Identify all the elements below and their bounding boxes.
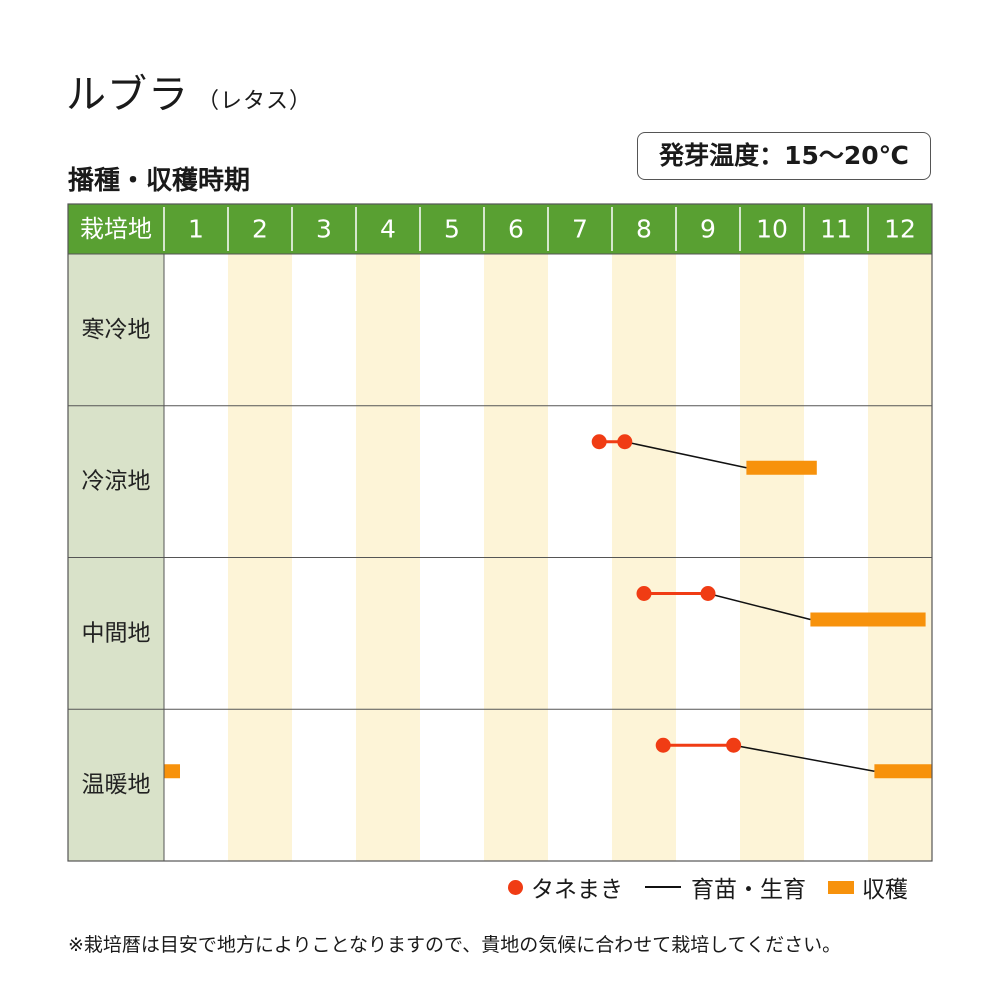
header-bar [68,204,932,254]
month-label-4: 4 [380,215,396,244]
footnote: ※栽培暦は目安で地方によりことなりますので、貴地の気候に合わせて栽培してください… [68,934,842,956]
month-label-6: 6 [508,215,524,244]
table-border [67,203,933,862]
harvest-bar-3-1 [810,612,926,627]
month-label-11: 11 [820,215,852,244]
harvest-bar-icon [828,880,854,894]
sowing-dot-2-1 [591,434,607,450]
row-label-4: 温暖地 [82,772,151,798]
month-label-12: 12 [884,215,916,244]
sowing-dot-3-1 [636,586,652,601]
sowing-dot-4-2 [726,737,742,753]
row-label-2: 冷涼地 [82,469,151,495]
chart-title: ルブラ （レタス） [66,62,312,120]
row-label-3: 中間地 [82,620,151,646]
month-label-7: 7 [572,215,588,244]
month-label-3: 3 [316,215,332,244]
month-label-2: 2 [252,215,268,244]
legend-growing-label: 育苗・生育 [691,877,806,903]
harvest-bar-4-2 [874,764,932,779]
title-subtitle: （レタス） [197,89,313,114]
month-label-5: 5 [444,215,460,244]
month-label-10: 10 [756,215,788,244]
title-text: ルブラ [66,72,189,118]
growth-line-icon [645,886,681,888]
section-title: 播種・収穫時期 [68,166,251,196]
legend-growing: 育苗・生育 [645,870,806,904]
legend-sowing-label: タネまき [531,877,623,903]
harvest-bar-4-1 [164,764,180,779]
germination-temp-badge: 発芽温度：15〜20℃ [637,132,931,180]
legend-harvest-label: 収穫 [862,877,908,903]
legend-harvest: 収穫 [828,870,908,904]
sowing-dot-3-2 [700,586,716,601]
legend: タネまき 育苗・生育 収穫 [508,870,908,904]
row-label-1: 寒冷地 [82,317,151,343]
legend-sowing: タネまき [508,870,623,904]
growth-line-2 [624,441,747,469]
header-label: 栽培地 [80,215,152,243]
month-label-1: 1 [188,215,204,244]
growth-line-3 [707,592,811,621]
sowing-dot-icon [508,879,523,895]
sowing-dot-4-1 [655,737,671,753]
month-label-9: 9 [700,215,716,244]
growth-line-4 [733,744,875,772]
sowing-dot-2-2 [617,434,633,450]
month-label-8: 8 [636,215,652,244]
harvest-bar-2-1 [746,460,817,475]
